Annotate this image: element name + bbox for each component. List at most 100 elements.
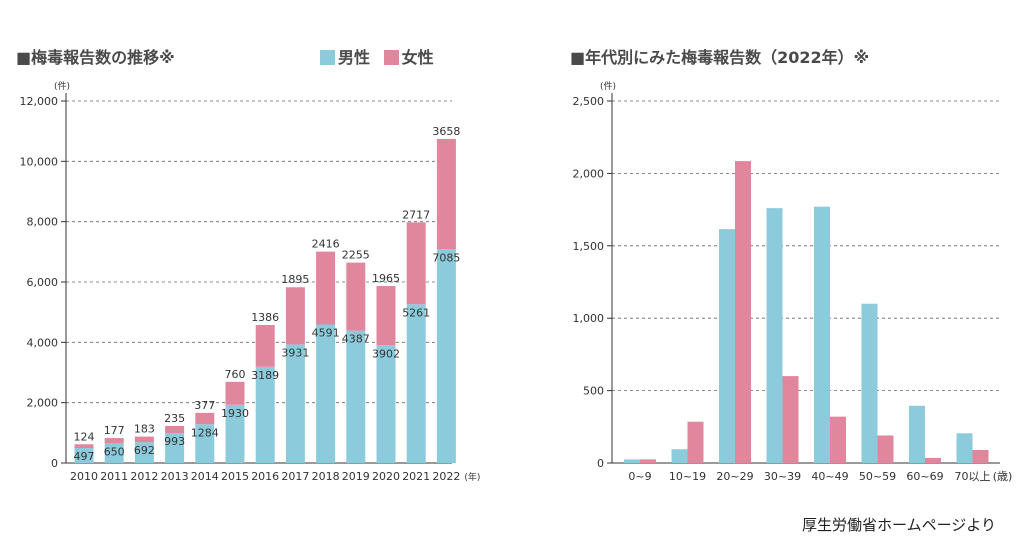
chart1-xtick-label: 2011 bbox=[100, 470, 128, 483]
bar-female-value: 377 bbox=[194, 399, 215, 412]
bar-male bbox=[165, 433, 185, 463]
bar-male bbox=[719, 229, 735, 463]
chart1-xtick-label: 2016 bbox=[251, 470, 279, 483]
chart1-xtick-label: 2019 bbox=[342, 470, 370, 483]
chart1-ytick-label: 0 bbox=[51, 457, 58, 470]
chart2-xtick-label: 0~9 bbox=[628, 470, 651, 483]
bar-male bbox=[909, 405, 925, 463]
bar-male-value: 4591 bbox=[312, 327, 340, 340]
source-note: 厚生労働省ホームページより bbox=[802, 516, 996, 534]
bar-female bbox=[285, 287, 305, 345]
chart1-xtick-label: 2012 bbox=[130, 470, 158, 483]
bar-male bbox=[316, 324, 336, 463]
bar-male-value: 497 bbox=[74, 450, 95, 463]
chart1-xtick-label: 2010 bbox=[70, 470, 98, 483]
bar-female-value: 1965 bbox=[372, 272, 400, 285]
bar-male bbox=[861, 303, 878, 463]
bar-female bbox=[436, 138, 456, 250]
chart1-ytick-label: 2,000 bbox=[27, 397, 59, 410]
chart2-x-unit: (歳) bbox=[993, 470, 1013, 483]
bar-female bbox=[687, 421, 704, 463]
legend-male-label: 男性 bbox=[338, 48, 371, 67]
chart2-ytick-label: 1,000 bbox=[573, 312, 605, 325]
chart2-ytick-label: 2,500 bbox=[573, 95, 605, 108]
chart1-xtick-label: 2020 bbox=[372, 470, 400, 483]
bar-female bbox=[406, 222, 426, 305]
bar-female-value: 2416 bbox=[312, 238, 340, 251]
chart1-xtick-label: 2018 bbox=[312, 470, 340, 483]
legend-male-swatch bbox=[320, 50, 335, 65]
bar-male bbox=[956, 433, 973, 463]
bar-male bbox=[436, 249, 456, 463]
bar-male bbox=[624, 459, 640, 463]
bar-female bbox=[877, 435, 894, 463]
chart1-y-unit: (件) bbox=[54, 80, 70, 92]
bar-female-value: 177 bbox=[104, 424, 125, 437]
chart2-ytick-label: 0 bbox=[597, 457, 604, 470]
bar-male bbox=[195, 424, 215, 463]
legend-female-label: 女性 bbox=[401, 48, 434, 67]
chart2-ytick-label: 2,000 bbox=[573, 167, 605, 180]
bar-male bbox=[766, 208, 783, 463]
chart2-xtick-label: 70以上 bbox=[955, 470, 991, 483]
chart1-xtick-label: 2017 bbox=[281, 470, 309, 483]
bar-female-value: 1386 bbox=[251, 311, 279, 324]
bar-male bbox=[134, 442, 154, 463]
chart1-xtick-label: 2015 bbox=[221, 470, 249, 483]
chart2-xtick-label: 60~69 bbox=[906, 470, 943, 483]
bar-male bbox=[255, 366, 275, 463]
chart2-xtick-label: 50~59 bbox=[859, 470, 896, 483]
chart1-ytick-label: 8,000 bbox=[27, 216, 59, 229]
chart1-xtick-label: 2013 bbox=[161, 470, 189, 483]
bar-female-value: 1895 bbox=[281, 273, 309, 286]
bar-female bbox=[830, 416, 846, 463]
bar-male bbox=[74, 448, 94, 463]
bar-male bbox=[225, 404, 245, 463]
bar-male-value: 3189 bbox=[251, 369, 279, 382]
bar-female-value: 235 bbox=[164, 412, 185, 425]
chart2-y-unit: (件) bbox=[600, 80, 616, 92]
bar-male bbox=[346, 330, 366, 463]
chart1-x-unit: (年) bbox=[464, 471, 480, 483]
chart1-xtick-label: 2021 bbox=[402, 470, 430, 483]
bar-female bbox=[782, 376, 799, 463]
bar-female bbox=[972, 449, 989, 463]
chart1-ytick-label: 6,000 bbox=[27, 276, 59, 289]
legend-male: 男性 bbox=[320, 48, 370, 67]
bar-male-value: 3931 bbox=[281, 346, 309, 359]
bar-male-value: 4387 bbox=[342, 333, 370, 346]
bar-female-value: 760 bbox=[225, 368, 246, 381]
bar-female bbox=[195, 412, 215, 425]
bar-female bbox=[735, 161, 751, 464]
bar-male bbox=[376, 345, 396, 463]
bar-male-value: 7085 bbox=[432, 251, 460, 264]
bar-female-value: 183 bbox=[134, 423, 155, 436]
legend-female: 女性 bbox=[383, 48, 434, 67]
bar-male-value: 1284 bbox=[191, 426, 219, 439]
chart2-xtick-label: 20~29 bbox=[716, 470, 753, 483]
bar-female bbox=[165, 425, 185, 434]
bar-female bbox=[225, 381, 245, 405]
bar-female bbox=[104, 438, 124, 444]
bar-female-value: 2255 bbox=[342, 249, 370, 262]
bar-male-value: 993 bbox=[164, 435, 185, 448]
chart1-ytick-label: 12,000 bbox=[20, 95, 59, 108]
bar-female bbox=[640, 459, 656, 463]
chart2-xtick-label: 10~19 bbox=[669, 470, 706, 483]
bar-male-value: 650 bbox=[104, 445, 125, 458]
bar-male bbox=[671, 449, 688, 463]
bar-male bbox=[814, 206, 830, 464]
bar-female bbox=[376, 286, 396, 346]
chart1-ytick-label: 10,000 bbox=[20, 155, 59, 168]
chart1-title: ■梅毒報告数の推移※ bbox=[16, 48, 175, 67]
bar-male-value: 1930 bbox=[221, 407, 249, 420]
bar-male-value: 3902 bbox=[372, 347, 400, 360]
bar-female-value: 124 bbox=[74, 430, 95, 443]
bar-female bbox=[134, 436, 154, 443]
chart1-legend: 男性 女性 bbox=[320, 44, 442, 68]
chart2-ytick-label: 500 bbox=[583, 385, 604, 398]
bar-female bbox=[74, 444, 94, 449]
bar-female bbox=[346, 262, 366, 331]
